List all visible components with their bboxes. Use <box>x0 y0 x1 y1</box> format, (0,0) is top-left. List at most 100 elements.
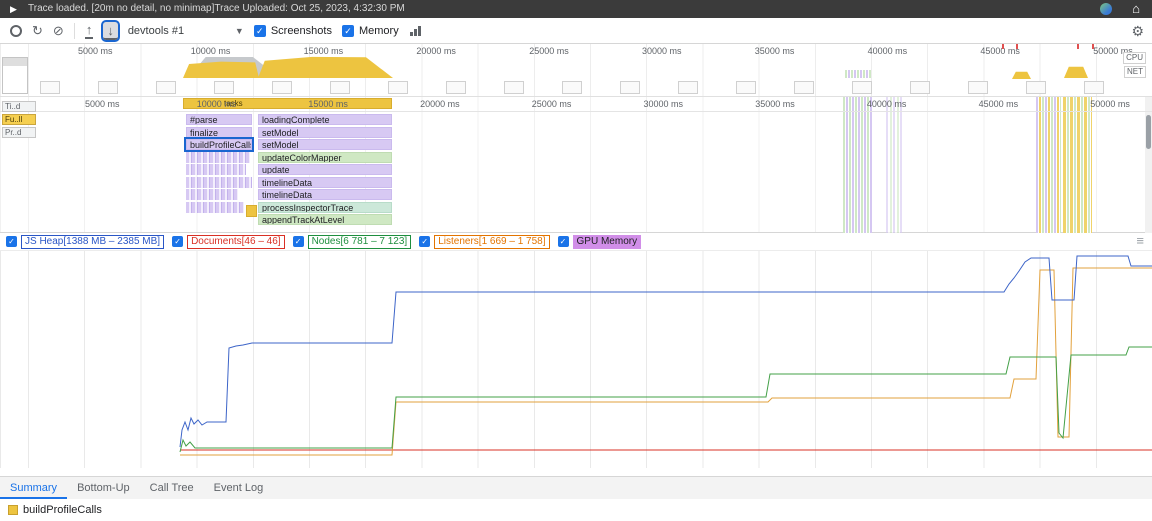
checkbox-checked-icon[interactable]: ✓ <box>172 236 184 247</box>
reload-icon[interactable]: ↻ <box>32 23 43 38</box>
legend-label: Listeners[1 669 – 1 758] <box>434 234 550 249</box>
avatar[interactable] <box>1100 3 1112 15</box>
flame-event[interactable]: setModel <box>258 127 392 138</box>
checkbox-checked-icon[interactable]: ✓ <box>557 236 569 247</box>
legend-item[interactable]: ✓ Listeners[1 669 – 1 758] <box>419 234 550 249</box>
clear-icon[interactable]: ⊘ <box>52 23 64 38</box>
checkbox-checked-icon[interactable]: ✓ <box>6 236 17 247</box>
scrollbar-track[interactable] <box>1145 97 1152 233</box>
jsheap-line <box>179 255 1152 448</box>
screenshot-thumb[interactable] <box>620 81 640 94</box>
trace-status-text: Trace loaded. [20m no detail, no minimap… <box>28 3 405 14</box>
checkbox-checked-icon[interactable]: ✓ <box>341 24 354 37</box>
ruler-label: 20000 ms <box>420 99 460 109</box>
screenshot-thumb[interactable] <box>388 81 408 94</box>
track-label[interactable]: Ti..d <box>2 101 36 112</box>
flame-event[interactable]: appendTrackAtLevel <box>258 214 392 225</box>
memory-legend: ✓ JS Heap[1388 MB – 2385 MB] ✓ Documents[46… <box>0 233 1152 251</box>
ruler-label: 35000 ms <box>754 46 795 56</box>
track-label[interactable]: Pr..d <box>2 127 36 138</box>
screenshots-label: Screenshots <box>270 24 332 37</box>
flame-chart[interactable]: 5000 ms 10000 ms 15000 ms 20000 ms 25000 ms 3… <box>0 97 1152 233</box>
chevron-down-icon: ▼ <box>234 25 244 36</box>
flame-event[interactable]: finalize <box>186 127 252 138</box>
screenshot-thumb[interactable] <box>214 81 234 94</box>
screenshot-thumb[interactable] <box>968 81 988 94</box>
listeners-line <box>180 267 1152 456</box>
tasks-label: tasks <box>224 99 243 108</box>
timeline-overview[interactable]: 5000 ms 10000 ms 15000 ms 20000 ms 25000 ms 3… <box>0 44 1152 97</box>
screenshot-thumb[interactable] <box>156 81 176 94</box>
cpu-activity-hump <box>1012 71 1031 79</box>
ruler-label: 5000 ms <box>85 99 120 109</box>
checkbox-checked-icon[interactable]: ✓ <box>292 236 304 247</box>
screenshots-checkbox[interactable]: ✓ Screenshots <box>253 24 332 37</box>
long-task-marker <box>1002 44 1004 49</box>
activity-stripes <box>1036 97 1061 233</box>
screenshot-thumb[interactable] <box>910 81 930 94</box>
flame-event-block[interactable] <box>246 205 257 217</box>
cpu-activity-stripes <box>845 70 871 78</box>
menu-icon[interactable]: ≡ <box>1136 233 1144 248</box>
scrollbar-thumb[interactable] <box>1146 115 1151 149</box>
save-profile-icon[interactable]: ↓ <box>101 19 120 42</box>
screenshot-thumb-large[interactable] <box>2 57 28 94</box>
screenshot-thumb[interactable] <box>504 81 524 94</box>
screenshot-thumb[interactable] <box>736 81 756 94</box>
legend-item[interactable]: ✓ JS Heap[1388 MB – 2385 MB] <box>6 234 165 249</box>
legend-item[interactable]: ✓ Documents[46 – 46] <box>172 234 285 249</box>
ruler-label: 10000 ms <box>196 99 237 109</box>
screenshot-thumb[interactable] <box>678 81 698 94</box>
screenshot-thumb[interactable] <box>98 81 118 94</box>
tab-bottom-up[interactable]: Bottom-Up <box>77 482 130 494</box>
flame-event[interactable]: timelineData <box>258 177 392 188</box>
checkbox-checked-icon[interactable]: ✓ <box>419 236 431 247</box>
flame-event[interactable]: processInspectorTrace <box>258 202 392 213</box>
ruler-label: 35000 ms <box>755 99 795 109</box>
flame-event[interactable]: update <box>258 164 392 175</box>
track-label[interactable]: Fu..ll <box>2 114 36 125</box>
flame-event[interactable]: updateColorMapper <box>258 152 392 163</box>
checkbox-checked-icon[interactable]: ✓ <box>253 24 266 37</box>
screenshot-thumb[interactable] <box>852 81 872 94</box>
flame-event[interactable]: #parse <box>186 114 252 125</box>
selected-event-name: buildProfileCalls <box>23 504 102 516</box>
ruler-label: 5000 ms <box>78 46 113 56</box>
screenshot-thumb[interactable] <box>446 81 466 94</box>
ruler-label: 40000 ms <box>867 46 908 56</box>
record-icon[interactable] <box>10 24 22 37</box>
legend-label: Documents[46 – 46] <box>187 234 285 249</box>
gear-icon[interactable]: ⚙ <box>1131 23 1144 39</box>
screenshot-thumb[interactable] <box>562 81 582 94</box>
tab-event-log[interactable]: Event Log <box>213 482 264 494</box>
screenshot-thumb[interactable] <box>1084 81 1104 94</box>
memory-checkbox[interactable]: ✓ Memory <box>341 24 399 37</box>
flame-call-stripes <box>186 177 252 188</box>
home-icon[interactable]: ⌂ <box>1132 1 1140 16</box>
flame-event[interactable]: loadingComplete <box>258 114 392 125</box>
profile-select[interactable]: devtools #1 ▼ <box>128 25 244 37</box>
screenshot-thumb[interactable] <box>40 81 60 94</box>
screenshot-thumb[interactable] <box>330 81 350 94</box>
stats-chart-icon[interactable] <box>409 25 423 37</box>
flame-call-stripes <box>186 189 238 200</box>
screenshot-thumb[interactable] <box>794 81 814 94</box>
legend-label: JS Heap[1388 MB – 2385 MB] <box>21 234 165 249</box>
flame-call-stripes <box>186 152 250 163</box>
expand-icon[interactable]: ▶ <box>10 4 17 14</box>
flame-event[interactable]: buildProfileCalls <box>184 137 254 152</box>
screenshot-thumb[interactable] <box>1026 81 1046 94</box>
legend-item[interactable]: ✓ GPU Memory <box>557 234 642 249</box>
profile-select-value: devtools #1 <box>127 24 185 37</box>
memory-chart[interactable] <box>0 251 1152 468</box>
legend-item[interactable]: ✓ Nodes[6 781 – 7 123] <box>292 234 412 249</box>
event-color-swatch <box>8 505 18 515</box>
flame-event[interactable]: setModel <box>258 139 392 150</box>
screenshot-thumb[interactable] <box>272 81 292 94</box>
tab-call-tree[interactable]: Call Tree <box>149 482 194 494</box>
load-profile-icon[interactable]: ↑ <box>84 21 94 39</box>
flame-event[interactable]: timelineData <box>258 189 392 200</box>
flame-event-tasks[interactable]: tasks <box>183 98 392 109</box>
tab-summary[interactable]: Summary <box>0 477 67 499</box>
ruler-label: 20000 ms <box>416 46 456 56</box>
